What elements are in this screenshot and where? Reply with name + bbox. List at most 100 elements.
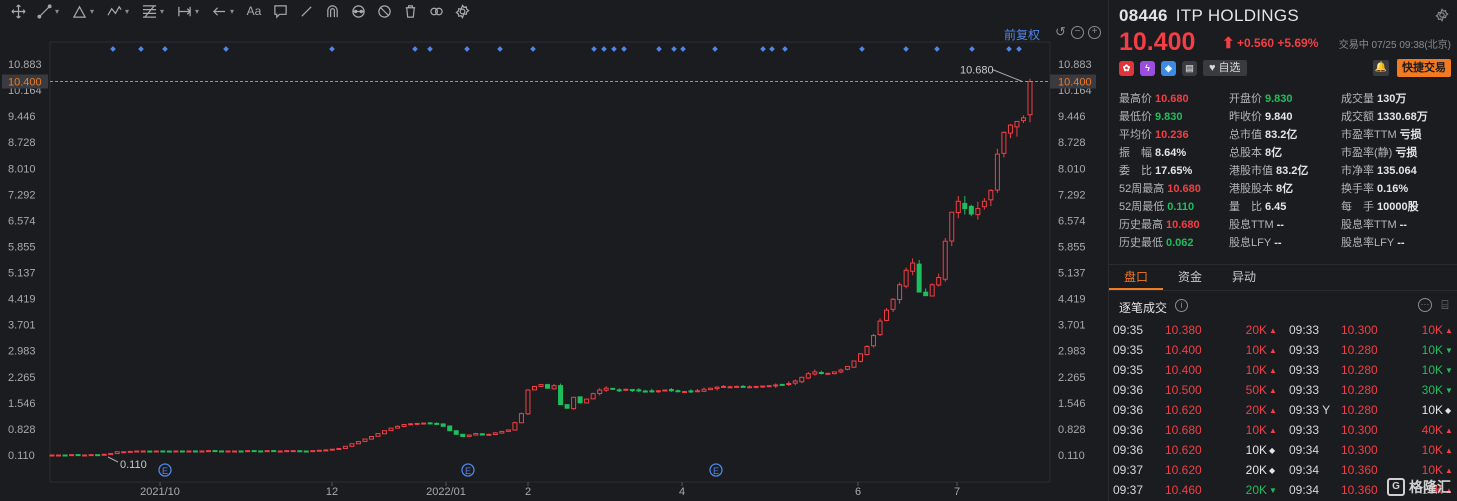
candle-body xyxy=(303,450,309,453)
eye-icon[interactable] xyxy=(348,2,368,20)
candle-body xyxy=(538,384,544,387)
candle-body xyxy=(760,385,766,388)
tick-direction-icon: ▲ xyxy=(1445,446,1453,455)
range-icon[interactable] xyxy=(174,2,194,20)
tick-price: 10.620 xyxy=(1165,463,1202,477)
arrow-icon[interactable] xyxy=(209,2,229,20)
zoom-in-icon[interactable]: + xyxy=(1088,26,1101,39)
candle-body xyxy=(49,454,55,457)
candle-body xyxy=(551,385,557,390)
tick-volume: 10K xyxy=(1245,423,1267,437)
chevron-down-icon[interactable]: ▾ xyxy=(230,6,235,16)
tab-anomaly[interactable]: 异动 xyxy=(1231,270,1256,284)
tick-volume: 10K xyxy=(1421,343,1443,357)
note-icon[interactable] xyxy=(270,2,290,20)
candle-body xyxy=(108,453,114,456)
link-icon[interactable] xyxy=(426,2,446,20)
candle-body xyxy=(740,385,746,388)
x-tick-label: 2022/01 xyxy=(426,486,466,498)
event-marker-label: E xyxy=(465,466,471,476)
tick-volume: 20K xyxy=(1245,323,1267,337)
drawing-toolbar: ▾ ▾ ▾ ▾ ▾ ▾ Aa xyxy=(0,0,1108,22)
tag-icon[interactable]: ◈ xyxy=(1161,60,1176,76)
zoom-out-icon[interactable]: − xyxy=(1071,26,1084,39)
candle-body xyxy=(786,382,792,385)
y-tick-label-left: 10.883 xyxy=(8,59,42,71)
tab-capital[interactable]: 资金 xyxy=(1177,270,1202,284)
info-icon[interactable]: i xyxy=(1175,299,1188,312)
add-watchlist-button[interactable]: ♥ 自选 xyxy=(1203,60,1247,76)
stat-value: 9.830 xyxy=(1265,93,1293,105)
hide-icon[interactable] xyxy=(374,2,394,20)
more-icon[interactable]: ··· xyxy=(1418,298,1432,312)
up-arrow-icon: ⬆ xyxy=(1222,35,1235,52)
stock-title: 08446 ITP HOLDINGS xyxy=(1119,6,1299,26)
chevron-down-icon[interactable]: ▾ xyxy=(90,6,95,16)
candle-body xyxy=(766,385,772,388)
settings-gear-icon[interactable] xyxy=(1435,8,1449,22)
candle-body xyxy=(642,390,648,393)
stat-value: 亏损 xyxy=(1399,129,1422,141)
y-tick-label-left: 9.446 xyxy=(8,111,36,123)
y-tick-label-right: 0.828 xyxy=(1058,424,1086,436)
stock-name: ITP HOLDINGS xyxy=(1175,6,1300,25)
trendline-icon[interactable] xyxy=(34,2,54,20)
bell-icon[interactable]: 🔔 xyxy=(1373,60,1389,76)
candle-body xyxy=(486,433,492,436)
magnet-icon[interactable] xyxy=(322,2,342,20)
triangle-icon[interactable] xyxy=(69,2,89,20)
stat-value: 9.830 xyxy=(1155,111,1183,123)
tick-time: 09:37 xyxy=(1113,463,1144,477)
tick-direction-icon: ◆ xyxy=(1445,406,1452,415)
price-tag-left: 10.400 xyxy=(8,77,42,89)
candle-body xyxy=(949,211,955,242)
candle-body xyxy=(277,450,283,453)
crosshair-icon[interactable] xyxy=(8,2,28,20)
y-tick-label-left: 1.546 xyxy=(8,398,36,410)
text-icon[interactable]: Aa xyxy=(246,4,262,18)
tick-row: 09:37 10.620 20K ◆ 09:34 10.360 10K ▲ xyxy=(1109,460,1457,480)
quick-trade-button[interactable]: 快捷交易 xyxy=(1397,59,1451,77)
chevron-down-icon[interactable]: ▾ xyxy=(195,6,200,16)
document-icon[interactable]: ▤ xyxy=(1182,60,1197,76)
y-tick-label-left: 7.292 xyxy=(8,189,36,201)
candle-body xyxy=(192,450,198,453)
price-tag-right: 10.400 xyxy=(1058,77,1092,89)
candle-body xyxy=(616,389,622,392)
tick-row: 09:37 10.460 20K ▼ 09:34 10.360 10K ▲ xyxy=(1109,480,1457,500)
tick-time: 09:33 xyxy=(1289,423,1320,437)
stat-item: 昨收价 9.840 xyxy=(1229,108,1293,124)
candle-body xyxy=(205,450,211,453)
stat-label: 换手率 xyxy=(1341,183,1374,195)
candle-body xyxy=(375,433,381,437)
tab-orderbook[interactable]: 盘口 xyxy=(1109,265,1163,290)
event-dot-icon xyxy=(934,46,940,52)
tick-row: 09:35 10.400 10K ▲ 09:33 10.280 10K ▼ xyxy=(1109,360,1457,380)
candle-body xyxy=(916,263,922,293)
last-price: 10.400 xyxy=(1119,28,1196,56)
wave-icon[interactable] xyxy=(104,2,124,20)
chevron-down-icon[interactable]: ▾ xyxy=(125,6,130,16)
undo-icon[interactable]: ↺ xyxy=(1055,24,1066,39)
watermark-logo: G 格隆汇 xyxy=(1387,477,1451,497)
stat-item: 股息TTM -- xyxy=(1229,216,1284,232)
fib-icon[interactable] xyxy=(139,2,159,20)
event-marker-icon xyxy=(158,463,172,477)
expand-icon[interactable]: ⌸ xyxy=(1441,298,1449,312)
pen-icon[interactable] xyxy=(296,2,316,20)
candle-body xyxy=(571,396,577,410)
adjust-mode-button[interactable]: 前复权 xyxy=(1004,28,1041,42)
tick-direction-icon: ▼ xyxy=(1445,386,1453,395)
trash-icon[interactable] xyxy=(400,2,420,20)
chevron-down-icon[interactable]: ▾ xyxy=(55,6,60,16)
lightning-icon[interactable]: ϟ xyxy=(1140,60,1155,76)
gear-icon[interactable] xyxy=(452,2,472,20)
candle-body xyxy=(499,430,505,434)
candle-body xyxy=(968,205,974,215)
candle-body xyxy=(473,433,479,436)
chevron-down-icon[interactable]: ▾ xyxy=(160,6,165,16)
event-dot-icon xyxy=(1006,46,1012,52)
candle-body xyxy=(799,376,805,383)
tick-time: 09:36 xyxy=(1113,403,1144,417)
